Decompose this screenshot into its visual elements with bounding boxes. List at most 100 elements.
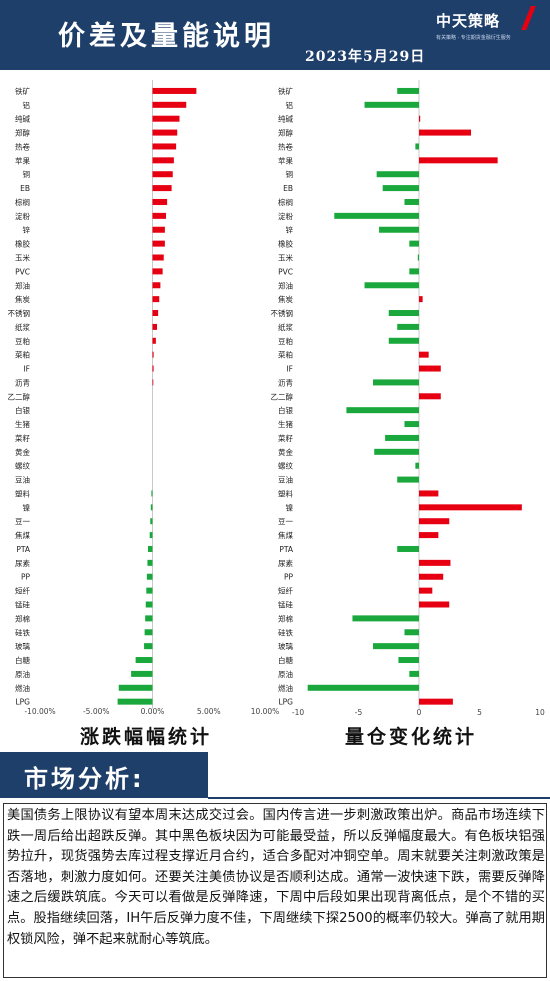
volume-category-label: LPG [278,698,293,707]
volume-bar [419,296,423,303]
volume-category-label: 玻璃 [278,641,293,651]
volume-bar [373,379,419,386]
price-category-label: 焦炭 [15,294,30,304]
volume-bar [404,198,419,205]
price-bar [152,185,172,192]
price-bar [152,115,180,122]
volume-category-label: EB [283,184,293,193]
volume-bar [419,532,439,539]
price-bar [117,698,153,705]
price-bar [135,657,153,664]
volume-category-label: 白银 [278,405,293,415]
price-bar [148,545,153,552]
price-tick-label: 0.00% [141,707,165,716]
price-bar [152,171,173,178]
price-category-label: 短纤 [15,586,30,596]
price-tick-label: -10.00% [24,707,55,716]
volume-tick-label: 10 [535,708,545,717]
volume-bar [364,101,419,108]
volume-category-label: 苹果 [278,155,293,165]
brand-logo-text: 中天策略 [436,12,501,30]
price-category-label: 热卷 [15,141,30,151]
volume-category-label: 燃油 [278,683,293,693]
price-category-label: PP [21,573,31,582]
section-divider [208,797,550,799]
volume-category-label: 郑油 [278,280,293,290]
price-category-label: 锰硅 [15,600,30,610]
section-banner: 市场分析: [0,752,208,798]
price-category-label: 玉米 [15,253,30,263]
volume-category-label: 焦炭 [278,294,293,304]
price-bar [152,351,154,358]
volume-bar [419,351,429,358]
price-bar [118,684,153,691]
price-bar [152,282,161,289]
volume-bar [419,698,453,705]
price-category-label: 郑油 [15,280,30,290]
volume-category-label: 塑料 [278,488,293,498]
price-category-label: 玻璃 [15,641,30,651]
price-category-label: IF [23,365,30,374]
price-bar [152,226,165,233]
volume-bar [419,157,498,164]
price-change-chart-title: 涨跌幅幅统计 [80,726,213,748]
report-date: 2023年5月29日 [305,49,426,65]
page-title: 价差及量能说明 [58,21,275,52]
volume-bar [415,143,419,150]
price-bar [146,587,153,594]
price-category-label: 原油 [15,669,30,679]
volume-bar [382,185,419,192]
volume-bar [404,421,419,428]
price-bar [152,254,164,261]
volume-category-label: 黄金 [278,447,293,457]
volume-category-label: 不锈钢 [271,308,294,318]
price-category-label: PVC [15,267,30,276]
volume-bar [409,670,419,677]
price-category-label: 镍 [23,502,31,512]
volume-bar [398,657,419,664]
price-category-label: 淀粉 [15,211,30,221]
price-bar [152,365,154,372]
price-category-label: 纯碱 [15,114,30,124]
volume-category-label: 菜籽 [278,433,293,443]
volume-bar [419,393,441,400]
volume-bar [419,587,433,594]
volume-bar [404,629,419,636]
volume-category-label: 生猪 [278,419,293,429]
volume-bar [419,573,444,580]
volume-bar [385,434,419,441]
volume-bar [397,323,419,330]
brand-slogan: 有关策略 · 专注期货金融衍生服务 [436,35,511,41]
volume-bar [388,310,419,317]
price-category-label: 苹果 [15,155,30,165]
volume-category-label: PVC [278,267,293,276]
price-bar [144,629,153,636]
price-category-label: 菜籽 [15,433,30,443]
volume-category-label: 淀粉 [278,211,293,221]
price-category-label: 棕榈 [15,197,30,207]
analysis-box [3,803,547,978]
volume-category-label: 郑醇 [278,128,293,138]
volume-bar [417,254,419,261]
volume-bar [346,407,419,414]
price-category-label: PTA [16,545,31,554]
volume-category-label: 锌 [286,225,294,235]
price-category-label: 铝 [23,100,31,110]
price-bar [152,296,160,303]
price-bar [152,198,168,205]
price-bar [152,268,163,275]
volume-bar [397,545,419,552]
brand-slash-icon [521,6,536,30]
price-bar [144,643,153,650]
volume-category-label: 铁矿 [278,86,293,96]
volume-category-label: 玉米 [278,253,293,263]
volume-bar [307,684,419,691]
header-banner: 价差及量能说明 2023年5月29日 中天策略 有关策略 · 专注期货金融衍生服… [0,0,550,70]
volume-bar [419,601,450,608]
price-bar [152,157,174,164]
volume-bar [409,268,419,275]
price-category-label: 黄金 [15,447,30,457]
volume-category-label: 尿素 [278,558,293,568]
